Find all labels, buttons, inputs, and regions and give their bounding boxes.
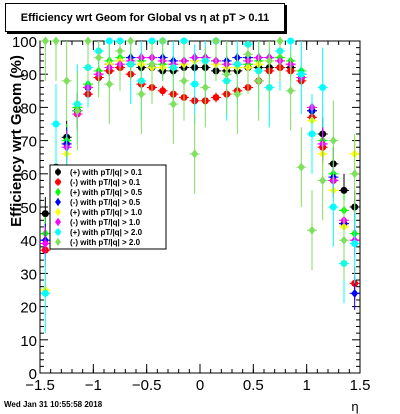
data-point [148,59,156,69]
legend-marker [55,218,61,226]
data-point [351,240,359,248]
y-tick-label: 70 [20,134,37,151]
y-tick-label: 0 [29,366,37,383]
y-tick-label: 40 [20,233,37,250]
y-tick-label: 30 [20,266,37,283]
data-point [319,83,327,91]
y-tick-label: 80 [20,100,37,117]
data-point [297,162,305,172]
data-point [41,289,49,297]
data-point [265,56,273,66]
legend-label: (-) with pT/|q| > 2.0 [70,238,141,247]
y-tick-label: 20 [20,300,37,317]
x-tick-label: 1 [302,377,310,394]
y-tick-label: 90 [20,67,37,84]
data-point [191,80,199,88]
x-tick-label: 1.5 [350,377,371,394]
data-point [233,89,241,99]
legend-box [49,164,167,250]
legend-label: (+) with pT/|q| > 0.1 [70,168,143,177]
data-point [329,203,337,211]
x-tick-label: −0.5 [132,377,162,394]
data-point [212,36,220,46]
legend-label: (-) with pT/|q| > 0.5 [70,198,141,207]
y-tick-label: 100 [12,34,37,51]
x-tick-label: −1.5 [25,377,55,394]
data-point [159,87,167,95]
x-tick-label: 0.5 [243,377,264,394]
y-tick-label: 50 [20,200,37,217]
data-point [276,36,284,46]
data-point [127,36,135,46]
data-point [84,36,92,46]
legend-marker [55,208,61,216]
y-tick-label: 10 [20,333,37,350]
data-point [244,49,252,59]
x-tick-label: 0 [196,377,204,394]
x-tick-label: −1 [85,377,102,394]
data-point [41,210,49,218]
data-point [159,36,167,46]
legend-label: (+) with pT/|q| > 1.0 [70,208,143,217]
legend-marker [55,179,61,185]
data-point [351,288,359,298]
data-point [41,239,49,249]
legend-marker [55,229,61,235]
data-point [41,36,49,46]
data-point [340,186,348,194]
data-point [351,169,359,179]
data-point [340,235,348,245]
x-axis-title: η [351,399,358,414]
data-point [329,136,337,146]
legend-marker [55,238,61,246]
data-point [308,130,316,138]
data-point [223,69,231,79]
data-point [180,76,188,86]
data-point [73,106,81,116]
data-point [169,99,177,109]
y-tick-label: 60 [20,167,37,184]
y-axis-title: Efficiency wrt Geom (%) [8,55,25,227]
data-point [105,79,113,89]
data-point [116,46,124,56]
data-point [63,76,71,86]
data-point [105,37,113,45]
data-point [137,89,145,99]
data-point [319,175,327,185]
data-point [255,76,263,86]
legend-label: (-) with pT/|q| > 0.1 [70,178,141,187]
legend-marker [55,169,61,175]
legend-label: (+) with pT/|q| > 2.0 [70,228,143,237]
legend-label: (+) with pT/|q| > 0.5 [70,188,143,197]
data-point [52,36,60,46]
legend-marker [55,198,61,206]
legend-marker [55,188,61,196]
data-point [297,70,305,78]
data-point [191,149,199,159]
legend-label: (-) with pT/|q| > 1.0 [70,218,141,227]
timestamp-footer: Wed Jan 31 10:55:58 2018 [4,400,103,409]
data-point [287,86,295,96]
data-point [212,93,220,101]
data-point [287,37,295,45]
chart-title: Efficiency wrt Geom for Global vs η at p… [5,3,285,32]
data-point [201,82,209,92]
data-point [52,120,60,128]
data-point [95,53,103,63]
data-point [308,225,316,235]
